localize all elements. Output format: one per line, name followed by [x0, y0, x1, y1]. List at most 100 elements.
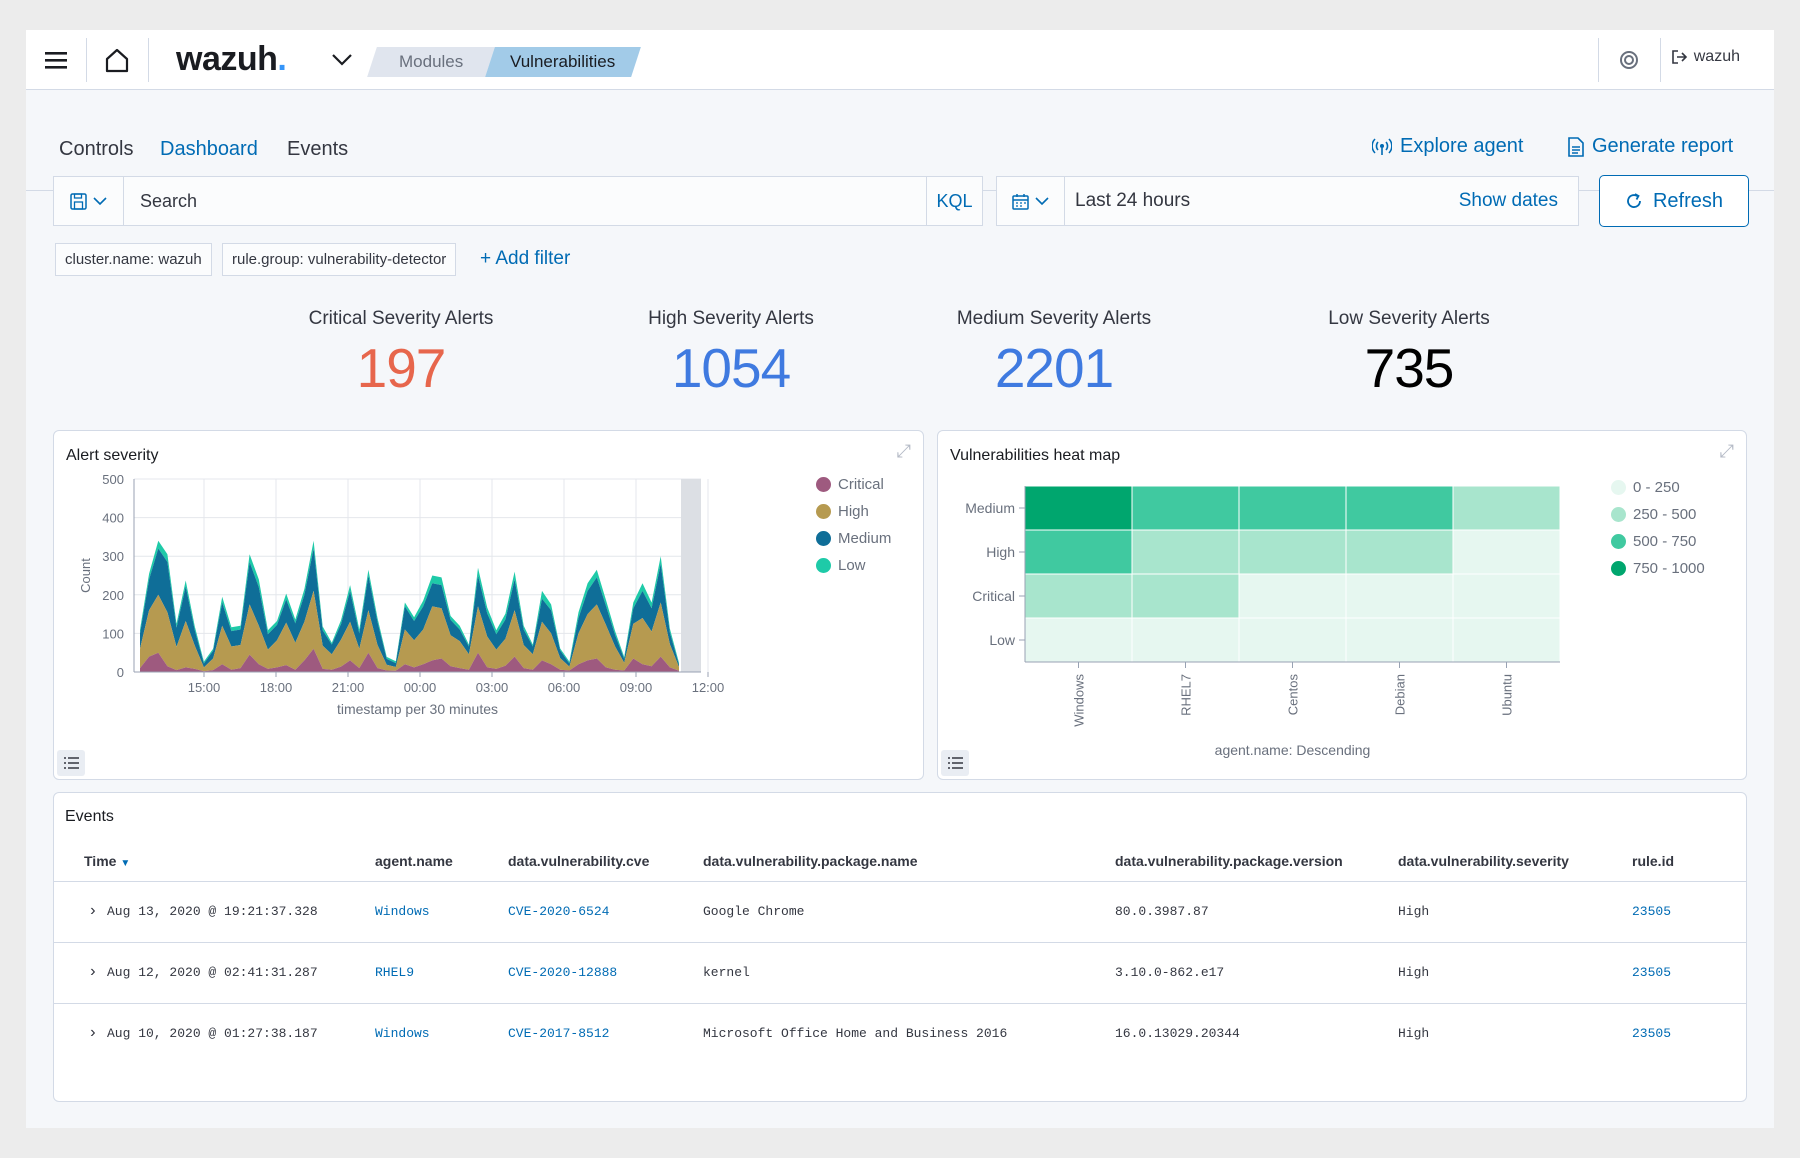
expand-row-icon[interactable]: › — [88, 1024, 98, 1042]
legend-swatch — [816, 477, 831, 492]
heatmap-cell[interactable] — [1131, 529, 1240, 575]
y-tick-label: 0 — [117, 665, 124, 680]
area-series-medium[interactable] — [140, 548, 679, 668]
metric-label: Critical Severity Alerts — [308, 308, 494, 329]
saved-queries-button[interactable] — [54, 177, 124, 225]
date-range-label[interactable]: Last 24 hours — [1075, 190, 1191, 211]
generate-report-label: Generate report — [1592, 135, 1734, 157]
legend-item[interactable]: Medium — [816, 525, 891, 552]
menu-button[interactable] — [26, 30, 86, 89]
legend-item[interactable]: High — [816, 498, 891, 525]
expand-row-icon[interactable]: › — [88, 902, 98, 920]
expand-icon[interactable]: ⤢ — [1719, 441, 1734, 461]
tab-dashboard[interactable]: Dashboard — [143, 138, 277, 180]
legend-label: Medium — [838, 530, 892, 547]
column-header-package-name[interactable]: data.vulnerability.package.name — [703, 853, 918, 869]
legend-item[interactable]: Critical — [816, 471, 891, 498]
table-row[interactable]: › Aug 12, 2020 @ 02:41:31.287 RHEL9 CVE-202… — [54, 942, 1746, 1003]
column-header-package-version[interactable]: data.vulnerability.package.version — [1115, 853, 1343, 869]
legend-swatch — [1611, 534, 1626, 549]
column-header-time[interactable]: Time ▼ — [84, 853, 130, 869]
x-tick-label: 15:00 — [188, 680, 221, 695]
heatmap-cell[interactable] — [1452, 529, 1561, 575]
legend-item[interactable]: 750 - 1000 — [1611, 555, 1705, 582]
heatmap-cell[interactable] — [1131, 485, 1240, 531]
heatmap-cell[interactable] — [1238, 617, 1347, 663]
legend-item[interactable]: Low — [816, 552, 891, 579]
cell-package-version: 16.0.13029.20344 — [1115, 1026, 1240, 1041]
cell-rule-id[interactable]: 23505 — [1632, 904, 1672, 919]
toggle-legend-button[interactable] — [941, 750, 969, 776]
heatmap-cell[interactable] — [1238, 485, 1347, 531]
refresh-button[interactable]: Refresh — [1599, 175, 1749, 227]
x-tick-label: 18:00 — [260, 680, 293, 695]
heatmap-cell[interactable] — [1452, 617, 1561, 663]
wazuh-logo[interactable]: wazuh. — [176, 40, 287, 78]
filter-pill-cluster[interactable]: cluster.name: wazuh — [55, 243, 212, 276]
tab-events[interactable]: Events — [287, 138, 349, 160]
metric-high: High Severity Alerts 1054 — [601, 308, 861, 400]
y-axis-label: Count — [78, 558, 93, 593]
legend-item[interactable]: 0 - 250 — [1611, 474, 1705, 501]
cell-cve[interactable]: CVE-2017-8512 — [508, 1026, 610, 1041]
vulnerabilities-heatmap-panel: Vulnerabilities heat map ⤢ Medium High Cri… — [937, 430, 1747, 780]
quick-select-button[interactable] — [997, 177, 1065, 225]
heatmap-cell[interactable] — [1345, 617, 1454, 663]
breadcrumb-modules[interactable]: Modules — [367, 47, 495, 77]
cell-package-name: kernel — [703, 965, 750, 980]
tab-controls[interactable]: Controls — [59, 138, 134, 160]
area-series-critical[interactable] — [140, 648, 679, 672]
cell-package-name: Microsoft Office Home and Business 2016 — [703, 1026, 1008, 1041]
column-header-cve[interactable]: data.vulnerability.cve — [508, 853, 650, 869]
heatmap-cell[interactable] — [1452, 573, 1561, 619]
cell-rule-id[interactable]: 23505 — [1632, 1026, 1672, 1041]
cell-agent[interactable]: RHEL9 — [375, 965, 415, 980]
area-series-low[interactable] — [140, 540, 679, 665]
cell-rule-id[interactable]: 23505 — [1632, 965, 1672, 980]
heatmap-cell[interactable] — [1131, 617, 1240, 663]
add-filter-button[interactable]: + Add filter — [480, 248, 571, 269]
legend-swatch — [1611, 507, 1626, 522]
legend-swatch — [816, 504, 831, 519]
toggle-legend-button[interactable] — [57, 750, 85, 776]
heatmap-cell[interactable] — [1452, 485, 1561, 531]
legend-swatch — [1611, 561, 1626, 576]
heatmap-cell[interactable] — [1238, 573, 1347, 619]
help-menu-button[interactable] — [1599, 30, 1659, 89]
cell-cve[interactable]: CVE-2020-12888 — [508, 965, 618, 980]
kql-language-toggle[interactable]: KQL — [926, 177, 982, 225]
column-header-agent[interactable]: agent.name — [375, 853, 453, 869]
chevron-down-icon — [1035, 196, 1049, 205]
cell-agent[interactable]: Windows — [375, 1026, 430, 1041]
generate-report-button[interactable]: Generate report — [1568, 135, 1733, 158]
heatmap-cell[interactable] — [1238, 529, 1347, 575]
home-button[interactable] — [87, 30, 147, 89]
heatmap-cell[interactable] — [1024, 529, 1133, 575]
user-menu[interactable]: wazuh — [1671, 48, 1740, 66]
heatmap-cell[interactable] — [1024, 485, 1133, 531]
legend-item[interactable]: 500 - 750 — [1611, 528, 1705, 555]
cell-time: Aug 10, 2020 @ 01:27:38.187 — [107, 1026, 318, 1041]
search-input[interactable] — [124, 177, 926, 225]
expand-row-icon[interactable]: › — [88, 963, 98, 981]
area-series-high[interactable] — [140, 590, 679, 672]
cell-agent[interactable]: Windows — [375, 904, 430, 919]
column-header-severity[interactable]: data.vulnerability.severity — [1398, 853, 1569, 869]
expand-icon[interactable]: ⤢ — [896, 441, 911, 461]
table-row[interactable]: › Aug 10, 2020 @ 01:27:38.187 Windows CVE-2… — [54, 1003, 1746, 1064]
table-row[interactable]: › Aug 13, 2020 @ 19:21:37.328 Windows CVE-2… — [54, 881, 1746, 942]
heatmap-cell[interactable] — [1131, 573, 1240, 619]
show-dates-button[interactable]: Show dates — [1458, 190, 1558, 211]
heatmap-cell[interactable] — [1345, 529, 1454, 575]
heatmap-cell[interactable] — [1024, 573, 1133, 619]
filter-pill-rule-group[interactable]: rule.group: vulnerability-detector — [222, 243, 457, 276]
column-header-rule-id[interactable]: rule.id — [1632, 853, 1675, 869]
explore-agent-button[interactable]: Explore agent — [1372, 135, 1523, 158]
heatmap-cell[interactable] — [1345, 573, 1454, 619]
heatmap-cell[interactable] — [1024, 617, 1133, 663]
app-switcher-dropdown[interactable] — [322, 30, 362, 89]
cell-cve[interactable]: CVE-2020-6524 — [508, 904, 610, 919]
heatmap-cell[interactable] — [1345, 485, 1454, 531]
legend-item[interactable]: 250 - 500 — [1611, 501, 1705, 528]
x-axis-label: timestamp per 30 minutes — [337, 701, 498, 717]
